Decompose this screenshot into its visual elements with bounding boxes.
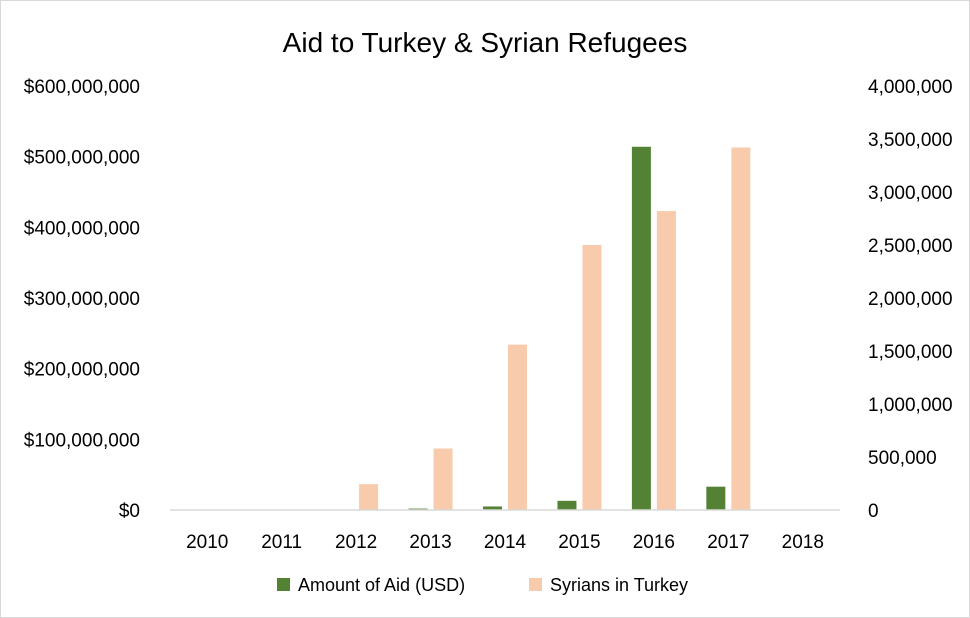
x-tick-label: 2012 xyxy=(335,532,377,553)
legend: Amount of Aid (USD) Syrians in Turkey xyxy=(277,575,688,595)
y-right-tick-label: 2,000,000 xyxy=(868,289,953,310)
y-right-tick-label: 3,500,000 xyxy=(868,130,953,151)
y-left-tick-label: $0 xyxy=(119,501,140,522)
y-left-tick-label: $100,000,000 xyxy=(24,430,140,451)
legend-swatch-aid xyxy=(277,578,290,591)
y-right-axis: 0 500,000 1,000,000 1,500,000 2,000,000 2,500… xyxy=(868,77,953,522)
x-axis: 2010 2011 2012 2013 2014 2015 2016 2017 2018 xyxy=(186,532,824,553)
y-right-tick-label: 0 xyxy=(868,501,879,522)
y-right-tick-label: 500,000 xyxy=(868,448,937,469)
chart-title: Aid to Turkey & Syrian Refugees xyxy=(283,27,688,58)
y-right-tick-label: 4,000,000 xyxy=(868,77,953,98)
y-right-tick-label: 1,500,000 xyxy=(868,342,953,363)
x-tick-label: 2018 xyxy=(782,532,824,553)
x-tick-label: 2014 xyxy=(484,532,527,553)
x-tick-label: 2011 xyxy=(261,532,302,553)
y-left-tick-label: $600,000,000 xyxy=(24,77,140,98)
bar-refugees-2016 xyxy=(656,211,676,510)
y-right-tick-label: 1,000,000 xyxy=(868,395,953,416)
y-left-tick-label: $400,000,000 xyxy=(24,218,140,239)
bar-aid-2015 xyxy=(557,500,577,510)
bar-refugees-2012 xyxy=(359,484,379,510)
y-right-tick-label: 3,000,000 xyxy=(868,183,953,204)
bar-refugees-2014 xyxy=(508,344,527,510)
legend-label-refugees: Syrians in Turkey xyxy=(550,575,688,595)
bar-refugees-2017 xyxy=(731,147,751,511)
y-left-tick-label: $300,000,000 xyxy=(24,289,140,310)
x-tick-label: 2010 xyxy=(186,532,228,553)
x-tick-label: 2015 xyxy=(558,532,600,553)
y-left-tick-label: $500,000,000 xyxy=(24,148,140,169)
x-tick-label: 2013 xyxy=(409,532,451,553)
legend-label-aid: Amount of Aid (USD) xyxy=(298,575,465,595)
y-left-tick-label: $200,000,000 xyxy=(24,360,140,381)
y-right-tick-label: 2,500,000 xyxy=(868,236,953,257)
bar-aid-2014 xyxy=(483,506,502,510)
bar-aid-2017 xyxy=(706,486,726,510)
legend-swatch-refugees xyxy=(529,578,542,591)
y-left-axis: $0 $100,000,000 $200,000,000 $300,000,000 $4… xyxy=(24,77,140,522)
x-tick-label: 2017 xyxy=(707,532,749,553)
bars xyxy=(259,146,800,511)
x-tick-label: 2016 xyxy=(633,532,675,553)
bar-refugees-2015 xyxy=(582,245,602,510)
bar-refugees-2013 xyxy=(433,448,453,510)
bar-aid-2016 xyxy=(631,146,651,511)
